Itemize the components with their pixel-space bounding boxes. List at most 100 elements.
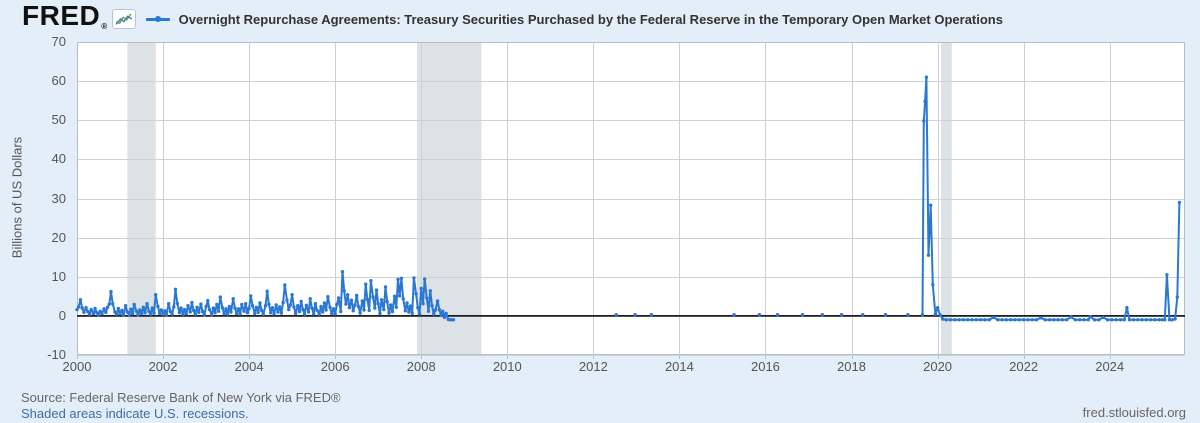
data-point-marker [1004, 318, 1009, 322]
data-point-marker [77, 305, 81, 309]
data-point-marker [353, 303, 357, 307]
source-note: Source: Federal Reserve Bank of New York… [21, 390, 341, 405]
x-tick-label: 2014 [664, 359, 694, 374]
data-point-marker [1052, 318, 1056, 322]
data-point-marker [1177, 200, 1182, 205]
data-point-marker [378, 311, 382, 316]
data-point-marker [346, 293, 350, 297]
data-point-marker [288, 303, 293, 307]
data-point-marker [254, 305, 259, 309]
plot-area [75, 42, 1185, 359]
data-point-marker [948, 318, 953, 322]
data-point-marker [1034, 318, 1039, 322]
recession-note-link[interactable]: Shaded areas indicate U.S. recessions. [21, 406, 249, 421]
data-point-marker [130, 312, 135, 316]
data-point-marker [265, 289, 269, 293]
data-point-marker [177, 311, 182, 315]
data-point-marker [1021, 318, 1026, 322]
data-point-marker [1030, 318, 1034, 322]
data-point-marker [339, 309, 343, 314]
data-point-marker [931, 282, 935, 287]
data-point-marker [371, 295, 375, 299]
data-point-marker [186, 304, 190, 308]
data-point-marker [1160, 318, 1164, 322]
data-point-marker [408, 304, 413, 308]
data-point-marker [1000, 318, 1004, 322]
data-point-marker [148, 312, 153, 316]
data-point-marker [1173, 317, 1177, 321]
data-point-marker [173, 287, 178, 291]
data-point-marker [349, 298, 354, 302]
data-point-marker [360, 299, 364, 303]
data-point-marker [441, 309, 445, 313]
data-point-marker [1144, 318, 1149, 322]
data-point-marker [1140, 318, 1144, 322]
fred-sparkline-icon [111, 9, 136, 29]
data-point-marker [210, 313, 214, 317]
data-point-marker [145, 302, 149, 306]
data-point-marker [245, 311, 250, 315]
data-point-marker [379, 298, 384, 302]
data-point-marker [96, 313, 101, 317]
data-point-marker [242, 309, 246, 313]
data-point-marker [382, 307, 386, 312]
data-point-marker [175, 301, 179, 306]
chart-header: FRED® Overnight Repurchase Agreements: T… [22, 1, 1003, 33]
data-point-marker [1043, 318, 1047, 322]
data-point-marker [342, 289, 346, 293]
data-point-marker [89, 307, 93, 312]
data-point-marker [141, 305, 145, 309]
data-point-marker [234, 311, 239, 316]
data-point-marker [213, 311, 217, 315]
data-point-marker [120, 308, 124, 313]
data-point-marker [398, 294, 402, 298]
data-point-marker [224, 307, 228, 311]
data-point-marker [920, 313, 925, 317]
data-point-marker [93, 306, 97, 311]
data-point-marker [147, 309, 151, 313]
data-point-marker [184, 312, 188, 316]
data-point-marker [839, 313, 844, 317]
data-point-marker [1077, 318, 1082, 322]
data-point-marker [1122, 318, 1127, 322]
data-point-marker [442, 315, 447, 320]
data-point-marker [272, 312, 276, 316]
data-point-marker [362, 308, 366, 312]
data-point-marker [317, 312, 321, 316]
data-point-marker [206, 298, 210, 303]
data-point-marker [215, 302, 219, 307]
data-point-marker [107, 302, 111, 306]
data-point-marker [195, 305, 199, 309]
data-point-marker [933, 312, 938, 316]
data-point-marker [1148, 318, 1153, 322]
data-point-marker [302, 312, 307, 316]
data-point-marker [276, 310, 280, 314]
data-point-marker [1165, 273, 1169, 277]
data-point-marker [957, 318, 961, 322]
data-point-marker [991, 315, 996, 320]
data-point-marker [396, 277, 400, 282]
data-point-marker [1175, 295, 1180, 299]
data-point-marker [387, 311, 391, 315]
data-point-marker [134, 309, 139, 313]
data-point-marker [127, 313, 131, 317]
data-point-marker [1026, 318, 1030, 322]
data-point-marker [278, 305, 282, 309]
data-point-marker [167, 302, 171, 306]
x-tick-label: 2010 [492, 359, 522, 374]
data-point-marker [1125, 306, 1129, 310]
data-point-marker [292, 305, 296, 309]
data-point-marker [267, 302, 271, 306]
y-tick-label: 50 [51, 112, 66, 128]
data-point-marker [340, 270, 345, 274]
data-point-marker [118, 312, 122, 316]
data-point-marker [82, 310, 86, 315]
y-tick-label: 60 [51, 73, 66, 89]
data-point-marker [1047, 318, 1052, 322]
data-point-marker [163, 309, 167, 313]
data-point-marker [154, 293, 158, 297]
data-point-marker [344, 302, 348, 306]
data-point-marker [263, 304, 268, 308]
data-point-marker [109, 289, 113, 294]
data-point-marker [649, 313, 654, 317]
